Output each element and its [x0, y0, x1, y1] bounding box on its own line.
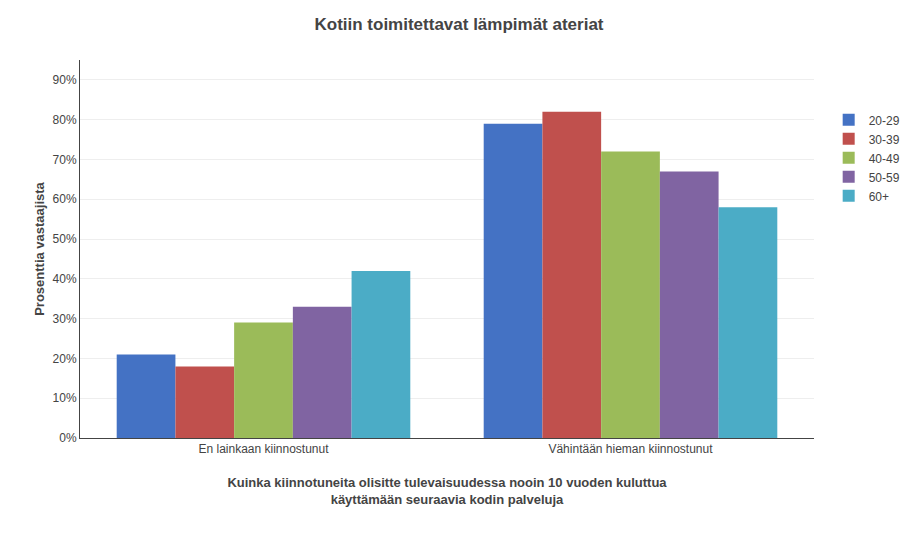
svg-text:40-49: 40-49 — [869, 152, 900, 166]
svg-text:En lainkaan kiinnostunut: En lainkaan kiinnostunut — [198, 442, 329, 456]
svg-text:30%: 30% — [53, 312, 77, 326]
svg-text:0%: 0% — [59, 431, 77, 445]
svg-text:50%: 50% — [53, 232, 77, 246]
svg-text:50-59: 50-59 — [869, 171, 900, 185]
svg-text:Kuinka kiinnotuneita olisitte: Kuinka kiinnotuneita olisitte tulevaisuu… — [227, 475, 667, 507]
svg-text:20-29: 20-29 — [869, 114, 900, 128]
svg-text:10%: 10% — [53, 391, 77, 405]
svg-text:60%: 60% — [53, 192, 77, 206]
svg-text:Kotiin toimitettavat lämpimät: Kotiin toimitettavat lämpimät ateriat — [314, 15, 603, 34]
svg-text:90%: 90% — [53, 73, 77, 87]
svg-text:40%: 40% — [53, 272, 77, 286]
svg-text:30-39: 30-39 — [869, 133, 900, 147]
svg-text:Vähintään hieman kiinnostunut: Vähintään hieman kiinnostunut — [548, 442, 713, 456]
svg-text:80%: 80% — [53, 113, 77, 127]
svg-text:Prosenttia vastaajista: Prosenttia vastaajista — [32, 181, 47, 315]
svg-text:60+: 60+ — [869, 190, 889, 204]
svg-text:20%: 20% — [53, 352, 77, 366]
svg-text:70%: 70% — [53, 153, 77, 167]
